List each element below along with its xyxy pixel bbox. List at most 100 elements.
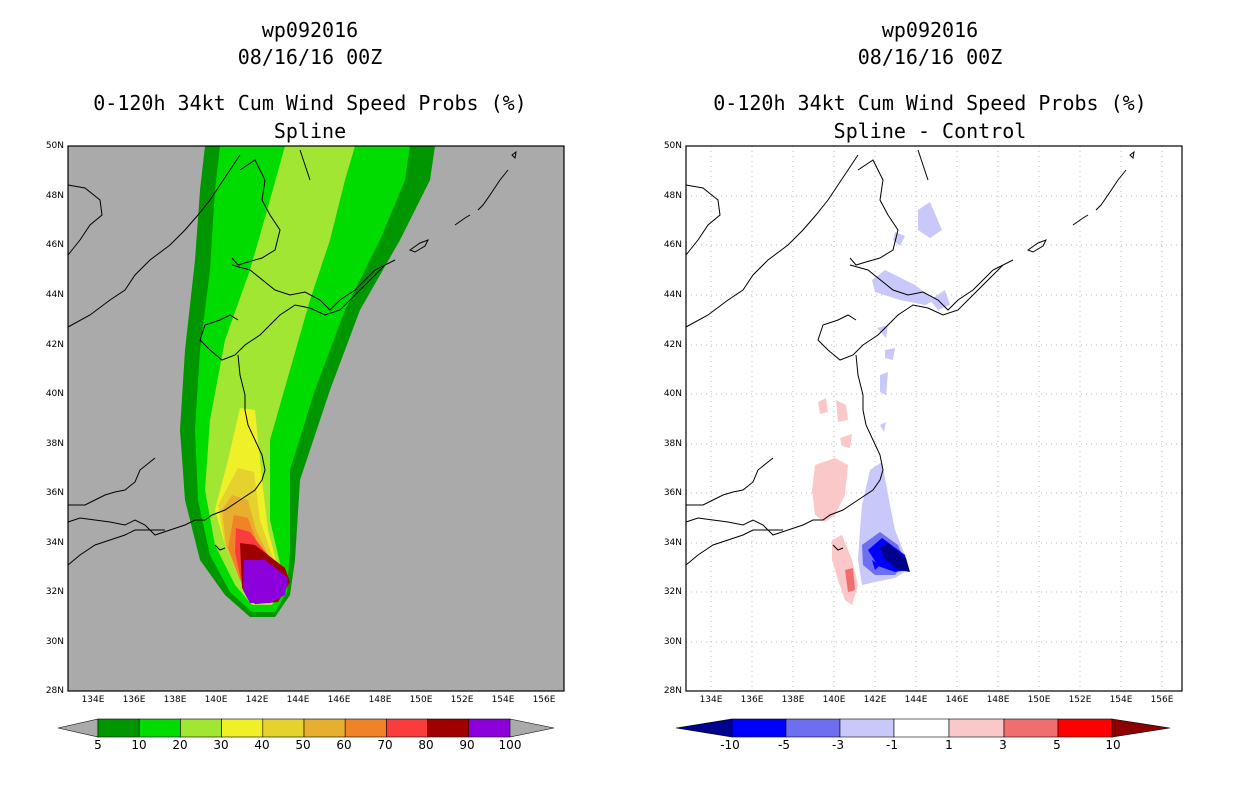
colorbar-label: 5 <box>1053 738 1061 752</box>
neg-patch-1 <box>918 202 942 238</box>
left-subtitle: Spline <box>273 119 347 143</box>
lat-label: 28N <box>663 686 682 696</box>
left-coastlines <box>67 149 517 566</box>
right-coastlines <box>685 149 1135 566</box>
colorbar-swatch <box>1111 718 1171 738</box>
lon-label: 142E <box>863 695 887 705</box>
lon-label: 140E <box>822 695 846 705</box>
neg-patch-6 <box>885 348 895 360</box>
lat-label: 44N <box>45 290 64 300</box>
lon-label: 154E <box>491 695 515 705</box>
right-map-frame <box>685 145 1183 692</box>
lat-label: 30N <box>45 637 64 647</box>
plume-90pct <box>243 560 288 603</box>
lat-label: 34N <box>663 538 682 548</box>
lon-label: 146E <box>945 695 969 705</box>
pos-patch-4 <box>812 458 848 522</box>
colorbar-swatch <box>839 718 895 738</box>
lat-label: 36N <box>45 488 64 498</box>
colorbar-label: -10 <box>720 738 740 752</box>
neg-patch-2 <box>893 232 905 246</box>
lon-label: 156E <box>1150 695 1174 705</box>
colorbar-label: 40 <box>254 738 270 752</box>
colorbar-swatch <box>731 718 787 738</box>
colorbar-swatch <box>785 718 841 738</box>
lon-label: 146E <box>327 695 351 705</box>
right-map-background <box>686 146 1182 691</box>
lon-label: 148E <box>368 695 392 705</box>
lon-label: 144E <box>904 695 928 705</box>
lat-label: 46N <box>45 240 64 250</box>
pos-patch-1 <box>818 398 828 414</box>
lat-label: 38N <box>663 439 682 449</box>
colorbar-label: -5 <box>778 738 790 752</box>
left-colorbar-over-arrow <box>509 718 555 738</box>
lat-label: 38N <box>45 439 64 449</box>
lon-label: 138E <box>163 695 187 705</box>
lat-label: 30N <box>663 637 682 647</box>
lat-label: 48N <box>663 191 682 201</box>
lon-label: 134E <box>699 695 723 705</box>
right-grid <box>686 146 1182 691</box>
lon-label: 138E <box>781 695 805 705</box>
neg-patch-8 <box>880 422 886 432</box>
colorbar-label: -3 <box>832 738 844 752</box>
colorbar-label: 10 <box>131 738 147 752</box>
lat-label: 50N <box>663 141 682 151</box>
lat-label: 42N <box>45 340 64 350</box>
lon-label: 150E <box>1027 695 1051 705</box>
colorbar-swatch <box>1057 718 1113 738</box>
right-storm-id: wp092016 <box>881 18 979 42</box>
lat-label: 36N <box>663 488 682 498</box>
colorbar-label: 1 <box>945 738 953 752</box>
lon-label: 156E <box>532 695 556 705</box>
colorbar-label: 50 <box>295 738 311 752</box>
lon-label: 142E <box>245 695 269 705</box>
colorbar-label: -1 <box>886 738 898 752</box>
colorbar-label: 10 <box>1105 738 1121 752</box>
pos-patch-3 <box>840 434 852 448</box>
lat-label: 32N <box>663 587 682 597</box>
colorbar-label: 30 <box>213 738 229 752</box>
lon-label: 150E <box>409 695 433 705</box>
lat-label: 42N <box>663 340 682 350</box>
right-colorbar-boxes <box>675 718 1171 738</box>
lon-label: 148E <box>986 695 1010 705</box>
lat-label: 44N <box>663 290 682 300</box>
lat-label: 46N <box>663 240 682 250</box>
lon-label: 140E <box>204 695 228 705</box>
colorbar-label: 3 <box>999 738 1007 752</box>
lat-label: 50N <box>45 141 64 151</box>
right-subtitle: Spline - Control <box>833 119 1027 143</box>
lat-label: 40N <box>663 389 682 399</box>
colorbar-swatch <box>893 718 950 738</box>
pos-patch-6 <box>845 568 855 592</box>
lat-label: 34N <box>45 538 64 548</box>
lon-label: 152E <box>450 695 474 705</box>
right-difference-field <box>812 202 950 605</box>
right-datetime: 08/16/16 00Z <box>857 45 1003 69</box>
left-colorbar-boxes <box>97 718 511 738</box>
lon-label: 136E <box>740 695 764 705</box>
lat-label: 28N <box>45 686 64 696</box>
right-product-title: 0-120h 34kt Cum Wind Speed Probs (%) <box>713 91 1147 115</box>
colorbar-label: 20 <box>172 738 188 752</box>
left-product-title: 0-120h 34kt Cum Wind Speed Probs (%) <box>93 91 527 115</box>
lon-label: 154E <box>1109 695 1133 705</box>
colorbar-label: 80 <box>418 738 434 752</box>
colorbar-label: 5 <box>94 738 102 752</box>
lon-label: 134E <box>81 695 105 705</box>
colorbar-label: 60 <box>336 738 352 752</box>
lon-label: 136E <box>122 695 146 705</box>
neg-patch-3 <box>872 270 935 305</box>
lat-label: 48N <box>45 191 64 201</box>
pos-patch-2 <box>836 400 848 422</box>
left-map-frame <box>67 145 565 692</box>
colorbar-swatch <box>675 718 733 738</box>
colorbar-swatch <box>948 718 1005 738</box>
colorbar-label: 70 <box>377 738 393 752</box>
left-storm-id: wp092016 <box>261 18 359 42</box>
